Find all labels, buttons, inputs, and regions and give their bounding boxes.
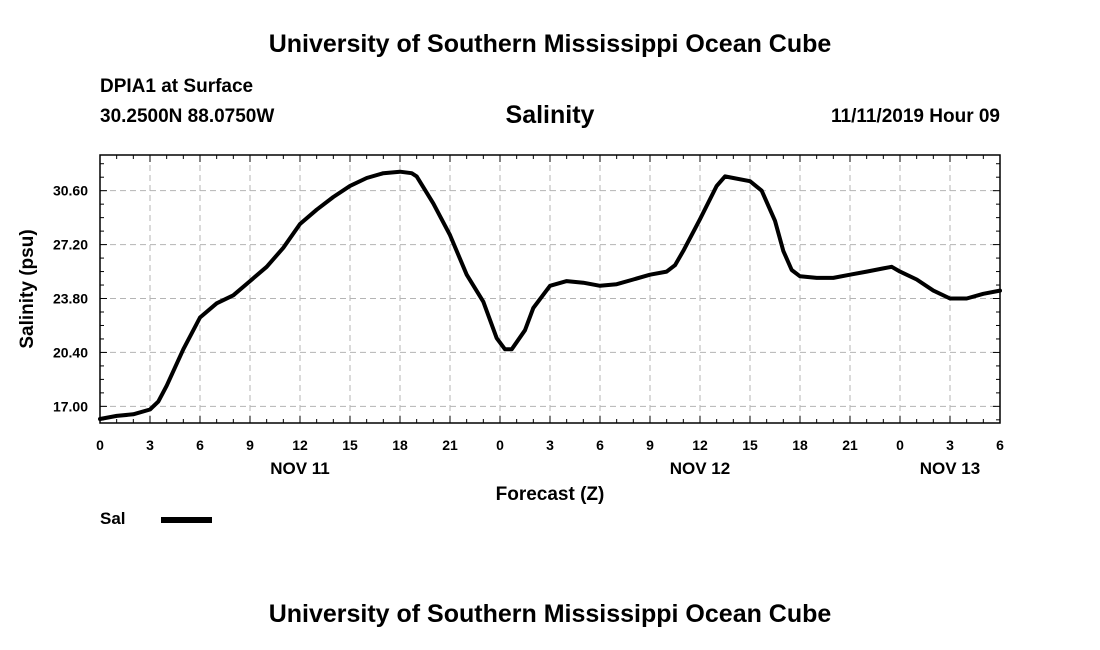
x-tick-label: 3 xyxy=(146,437,154,453)
x-tick-label: 6 xyxy=(596,437,604,453)
x-tick-label: 12 xyxy=(292,437,308,453)
x-tick-label: 6 xyxy=(996,437,1004,453)
legend-swatch xyxy=(161,517,212,523)
x-tick-label: 21 xyxy=(442,437,458,453)
series-line-sal xyxy=(98,169,1002,421)
x-tick-label: 18 xyxy=(792,437,808,453)
issued-time: 11/11/2019 Hour 09 xyxy=(830,106,1000,127)
legend-label: Sal xyxy=(100,509,126,528)
x-tick-label: 0 xyxy=(96,437,104,453)
x-tick-label: 15 xyxy=(742,437,758,453)
date-label: NOV 13 xyxy=(920,459,980,478)
y-tick-label: 27.20 xyxy=(53,237,88,253)
date-label: NOV 11 xyxy=(270,459,330,478)
y-tick-label: 30.60 xyxy=(53,183,88,199)
x-tick-label: 12 xyxy=(692,437,708,453)
variable-title-text: Salinity xyxy=(505,101,595,129)
x-tick-label: 0 xyxy=(896,437,904,453)
y-tick-label: 17.00 xyxy=(53,398,88,414)
x-tick-label: 9 xyxy=(646,437,654,453)
footer-title: University of Southern Mississippi Ocean… xyxy=(268,600,832,628)
station-coords: 30.2500N 88.0750W xyxy=(100,106,275,127)
y-axis-label: Salinity (psu) xyxy=(17,229,38,348)
x-axis-label: Forecast (Z) xyxy=(496,484,605,505)
x-tick-label: 6 xyxy=(196,437,204,453)
date-label: NOV 12 xyxy=(670,459,730,478)
chart-title: University of Southern Mississippi Ocean… xyxy=(268,30,832,58)
x-tick-label: 15 xyxy=(342,437,358,453)
x-tick-label: 18 xyxy=(392,437,408,453)
y-tick-label: 23.80 xyxy=(53,291,88,307)
y-tick-label: 20.40 xyxy=(53,344,88,360)
x-tick-label: 0 xyxy=(496,437,504,453)
x-tick-label: 21 xyxy=(842,437,858,453)
x-tick-label: 9 xyxy=(246,437,254,453)
station-label: DPIA1 at Surface xyxy=(100,76,254,97)
x-tick-label: 3 xyxy=(546,437,554,453)
x-tick-label: 3 xyxy=(946,437,954,453)
variable-title: Salinity xyxy=(0,101,1100,130)
